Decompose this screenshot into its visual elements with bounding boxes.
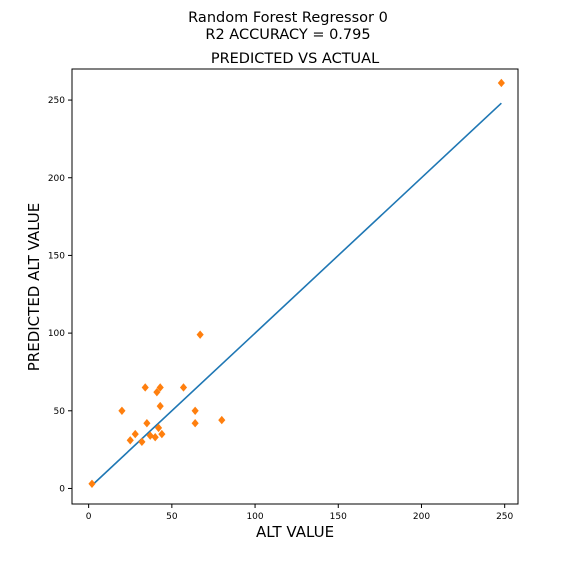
y-tick-label: 0 <box>59 484 65 494</box>
y-axis: 0 50 100 150 200 250 <box>48 96 72 494</box>
x-tick-label: 200 <box>413 512 430 522</box>
figure-suptitle: Random Forest Regressor 0 <box>188 10 388 26</box>
scatter-point <box>143 419 151 428</box>
scatter-point <box>153 387 161 397</box>
x-axis-label: ALT VALUE <box>256 523 334 541</box>
y-tick-label: 100 <box>48 329 65 339</box>
scatter-point <box>118 406 126 415</box>
scatter-point <box>88 479 96 489</box>
y-tick-label: 250 <box>48 96 65 106</box>
scatter-point <box>218 415 226 425</box>
scatter-point <box>154 423 163 433</box>
x-tick-label: 250 <box>496 512 513 522</box>
x-tick-label: 50 <box>166 512 178 522</box>
scatter-point <box>196 330 204 339</box>
chart-title: PREDICTED VS ACTUAL <box>211 51 379 67</box>
x-tick-label: 0 <box>86 512 92 522</box>
scatter-point <box>497 78 505 88</box>
y-axis-label: PREDICTED ALT VALUE <box>25 203 43 371</box>
scatter-point <box>151 432 159 442</box>
scatter-point <box>191 419 199 428</box>
scatter-point <box>179 383 188 392</box>
y-tick-label: 200 <box>48 174 65 184</box>
scatter-point <box>146 431 154 440</box>
x-tick-label: 150 <box>330 512 347 522</box>
scatter-point <box>131 429 139 439</box>
scatter-points-layer <box>88 78 505 489</box>
scatter-point <box>138 437 146 447</box>
scatter-point <box>141 383 149 392</box>
identity-line-layer <box>91 102 502 486</box>
scatter-point <box>191 406 199 415</box>
x-tick-label: 100 <box>246 512 263 522</box>
plot-frame <box>71 68 519 505</box>
scatter-point <box>126 436 134 445</box>
scatter-point <box>156 401 164 411</box>
x-axis: 0 50 100 150 200 250 <box>86 504 514 522</box>
scatter-point <box>156 383 164 392</box>
figure-subtitle-accuracy: R2 ACCURACY = 0.795 <box>205 27 371 43</box>
y-tick-label: 50 <box>54 407 66 417</box>
scatter-point <box>158 429 166 439</box>
y-tick-label: 150 <box>48 251 65 261</box>
identity-line <box>91 102 502 486</box>
